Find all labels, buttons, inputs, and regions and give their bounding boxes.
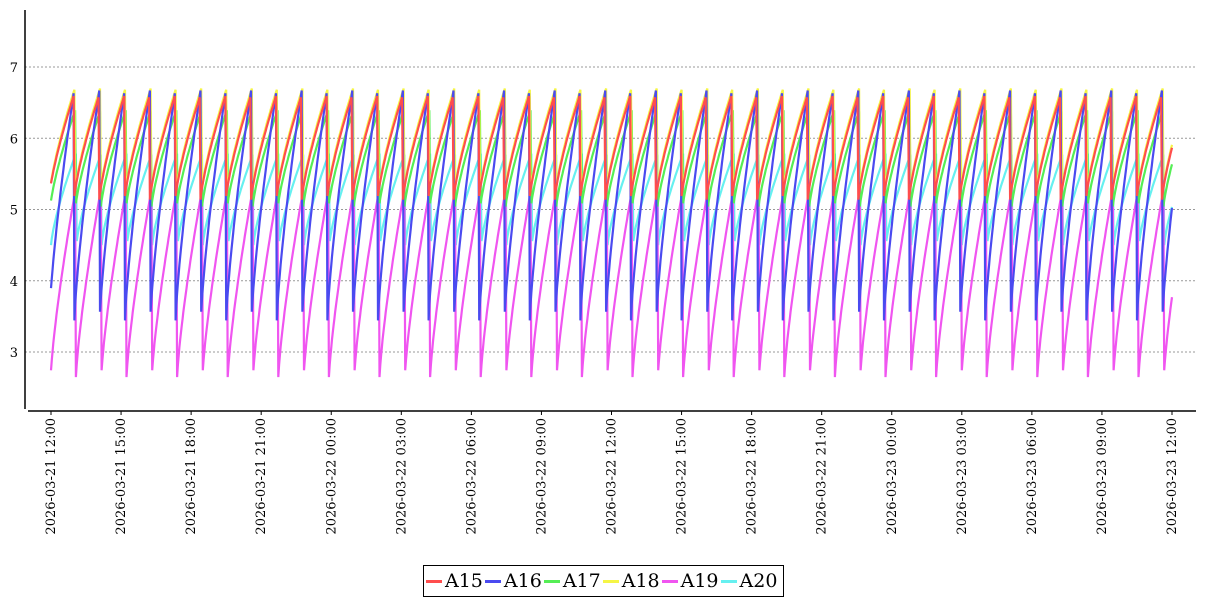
legend-label: A17	[562, 569, 601, 592]
legend-item-a15: A15	[426, 569, 483, 592]
legend-label: A19	[680, 569, 719, 592]
x-tick-label: 2026-03-22 12:00	[605, 418, 620, 535]
x-tick-label: 2026-03-22 06:00	[464, 418, 479, 535]
x-tick-label: 2026-03-22 03:00	[394, 418, 409, 535]
x-tick-label: 2026-03-23 00:00	[885, 418, 900, 535]
x-tick-label: 2026-03-23 03:00	[955, 418, 970, 535]
legend-label: A20	[739, 569, 778, 592]
y-tick-label: 5	[10, 204, 18, 219]
legend-item-a18: A18	[602, 569, 660, 592]
legend-label: A16	[503, 569, 542, 592]
x-tick-label: 2026-03-23 06:00	[1025, 418, 1040, 535]
x-tick-label: 2026-03-21 12:00	[44, 418, 59, 535]
series-lines	[49, 88, 1174, 378]
legend-item-a16: A16	[484, 569, 542, 592]
series-line-a16	[49, 90, 1174, 321]
x-tick-label: 2026-03-22 09:00	[534, 418, 549, 535]
legend-swatch	[661, 579, 678, 583]
legend-swatch	[484, 579, 501, 583]
legend-label: A18	[621, 569, 660, 592]
legend-item-a19: A19	[661, 569, 719, 592]
x-tick-label: 2026-03-23 12:00	[1165, 418, 1180, 535]
y-tick-label: 6	[10, 132, 18, 147]
y-tick-label: 7	[10, 61, 18, 76]
series-line-a15	[49, 95, 1174, 200]
legend-item-a20: A20	[720, 569, 778, 592]
legend-swatch	[426, 579, 442, 583]
x-tick-label: 2026-03-22 00:00	[324, 418, 339, 535]
legend-item-a17: A17	[543, 569, 601, 592]
x-tick-label: 2026-03-22 15:00	[675, 418, 690, 535]
legend-swatch	[602, 579, 619, 583]
y-tick-label: 4	[10, 275, 18, 290]
legend-swatch	[720, 579, 737, 583]
y-tick-labels: 3 4 5 6 7	[10, 61, 18, 361]
x-tick-label: 2026-03-21 18:00	[184, 418, 199, 535]
x-tick-label: 2026-03-22 21:00	[815, 418, 830, 535]
legend-label: A15	[445, 569, 483, 592]
x-tick-label: 2026-03-23 09:00	[1095, 418, 1110, 535]
x-tick-labels: 2026-03-21 12:00 2026-03-21 15:00 2026-03-…	[44, 411, 1180, 535]
legend-swatch	[543, 579, 560, 583]
x-tick-label: 2026-03-21 15:00	[114, 418, 129, 535]
grid-lines	[25, 66, 1196, 353]
x-tick-label: 2026-03-21 21:00	[254, 418, 269, 535]
x-tick-label: 2026-03-22 18:00	[745, 418, 760, 535]
y-tick-label: 3	[10, 346, 18, 361]
legend: A15 A16 A17 A18 A19 A20	[423, 565, 785, 597]
